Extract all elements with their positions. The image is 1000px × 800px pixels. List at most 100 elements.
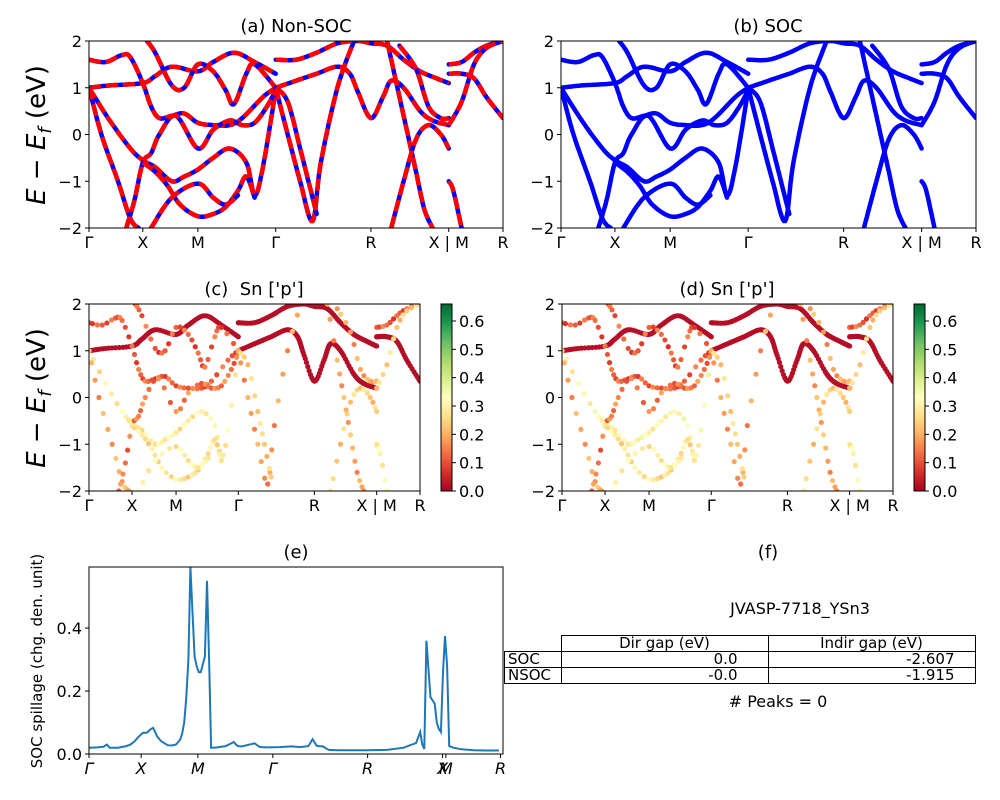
band-point <box>208 444 214 451</box>
band-point <box>575 380 582 387</box>
band-point <box>632 465 638 471</box>
band-point <box>870 317 876 323</box>
band-point <box>721 410 727 416</box>
x-tick-label: R <box>782 496 793 515</box>
band-point <box>863 316 870 322</box>
band-point <box>625 452 631 458</box>
band-point <box>408 305 415 311</box>
band-point <box>146 386 152 392</box>
band-point <box>173 429 179 436</box>
band-point <box>818 419 824 426</box>
band-point <box>860 349 866 356</box>
colorbar <box>440 303 453 492</box>
band-point <box>271 422 277 429</box>
band-point <box>390 316 397 322</box>
band-point <box>177 406 184 412</box>
band-line-non-soc <box>89 50 277 91</box>
band-point <box>742 447 748 453</box>
band-point <box>185 331 191 337</box>
band-point <box>658 418 664 424</box>
band-point <box>849 324 855 330</box>
band-point <box>890 378 893 384</box>
band-point <box>119 408 125 415</box>
band-point <box>569 369 576 375</box>
band-point <box>728 441 734 447</box>
band-point <box>212 436 218 443</box>
col-header-dir-gap: Dir gap (eV) <box>560 635 769 652</box>
band-point <box>830 366 837 373</box>
panel-d-data <box>562 304 893 491</box>
dir-gap-value: -0.0 <box>560 667 769 684</box>
band-point <box>195 350 201 356</box>
band-point <box>364 390 370 396</box>
band-point <box>681 416 687 422</box>
band-point <box>681 344 688 350</box>
band-point <box>159 465 165 471</box>
y-tick-label: 1 <box>544 79 554 98</box>
band-point <box>804 338 810 344</box>
band-point <box>873 312 879 318</box>
x-tick-label: X <box>609 233 620 252</box>
band-point <box>354 469 360 475</box>
band-point <box>671 408 678 415</box>
band-point <box>740 469 746 475</box>
band-point <box>687 442 693 448</box>
colorbar-tick-label: 0.0 <box>459 482 484 501</box>
band-point <box>194 382 200 388</box>
band-point <box>667 410 673 416</box>
band-point <box>658 331 664 337</box>
band-point <box>654 422 660 428</box>
band-point <box>185 418 191 424</box>
band-point <box>810 371 816 377</box>
band-point <box>578 426 584 432</box>
band-point <box>639 445 646 452</box>
band-point <box>387 349 393 356</box>
band-point <box>217 451 223 457</box>
band-line-soc <box>861 122 924 228</box>
band-point <box>384 488 390 491</box>
band-point <box>867 324 873 330</box>
band-point <box>703 340 710 347</box>
band-point <box>218 458 224 464</box>
band-point <box>166 341 172 347</box>
band-point <box>855 477 861 483</box>
band-line-soc <box>388 122 452 228</box>
band-point <box>231 360 237 366</box>
colorbar-tick-label: 0.4 <box>932 369 957 388</box>
band-point <box>837 390 843 396</box>
band-point <box>114 400 120 407</box>
panel-b-plot-area: −2 −1 0 1 2 Γ X M Γ R X | M R <box>530 32 981 252</box>
band-point <box>735 475 741 481</box>
band-line-soc <box>621 181 713 228</box>
band-point <box>139 313 145 319</box>
band-point <box>615 394 621 401</box>
band-point <box>860 319 866 325</box>
band-point <box>832 484 838 490</box>
band-point <box>695 378 701 384</box>
band-point <box>609 413 615 419</box>
band-point <box>592 408 598 415</box>
band-point <box>361 488 367 491</box>
colorbar-tick-label: 0.0 <box>932 482 957 501</box>
band-point <box>731 459 737 465</box>
band-point <box>104 320 110 326</box>
x-tick-label: X | M <box>429 233 469 252</box>
band-point <box>222 378 228 384</box>
band-point <box>351 341 357 348</box>
band-point <box>651 446 657 453</box>
band-point <box>577 320 583 326</box>
band-point <box>248 375 254 382</box>
x-tick-label: M <box>642 496 656 515</box>
panel-e-data <box>89 567 499 752</box>
band-point <box>776 359 783 366</box>
band-point <box>611 408 617 414</box>
colorbar-tick-label: 0.2 <box>459 425 484 444</box>
band-point <box>181 422 187 428</box>
band-point <box>152 458 158 464</box>
band-point <box>582 441 588 447</box>
band-point <box>681 444 687 451</box>
band-point <box>189 337 195 343</box>
band-point <box>567 322 573 328</box>
band-point <box>268 474 274 480</box>
band-point <box>641 474 647 480</box>
